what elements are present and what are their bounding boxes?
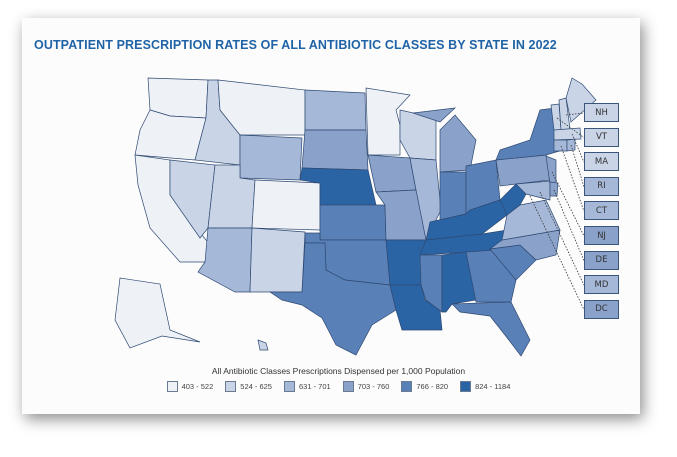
legend-label: 703 - 760 [357,382,390,391]
state-wv[interactable] [499,183,527,216]
state-ct[interactable] [553,139,568,152]
state-ak[interactable] [114,277,201,349]
state-az[interactable] [197,227,253,293]
callout-box-md[interactable]: MD [584,275,619,295]
legend-label: 524 - 625 [240,382,272,391]
legend-swatch [283,381,295,392]
legend-swatch [225,381,237,392]
callout-box-ri[interactable]: RI [584,176,619,196]
state-me[interactable] [565,77,597,123]
legend-item: 824 - 1184 [460,381,510,392]
legend-swatch [166,381,178,392]
state-de[interactable] [549,181,559,197]
callout-leader-line [571,133,585,163]
state-hi[interactable] [257,339,269,351]
state-nd[interactable] [304,89,367,131]
state-nm[interactable] [249,227,306,293]
state-ks[interactable] [319,204,387,241]
state-in[interactable] [439,171,467,221]
callout-leader-line [556,117,585,138]
legend-item: 631 - 701 [283,381,331,392]
state-mi[interactable] [412,107,457,123]
legend-label: 824 - 1184 [475,382,511,391]
legend-label: 631 - 701 [298,382,331,391]
callout-box-ct[interactable]: CT [584,201,619,221]
legend-item: 403 - 522 [166,381,214,392]
callout-box-de[interactable]: DE [584,250,619,270]
state-ms[interactable] [419,254,443,313]
callout-box-nj[interactable]: NJ [584,226,619,245]
legend: 403 - 522 524 - 625 631 - 701 703 - 760 766 … [0,381,677,392]
legend-swatch [401,381,413,392]
state-sd[interactable] [301,129,369,171]
callout-box-ma[interactable]: MA [584,152,619,172]
state-or[interactable] [134,109,207,161]
legend-title: All Antibiotic Classes Prescriptions Dis… [211,366,466,376]
state-mt[interactable] [217,79,306,136]
callout-leader-line [570,144,585,187]
state-ia[interactable] [367,154,417,193]
state-pa[interactable] [495,154,551,187]
legend-label: 766 - 820 [416,382,449,391]
callout-leader-line [560,145,585,212]
callout-box-nh[interactable]: NH [584,103,619,122]
callout-box-vt[interactable]: VT [584,127,619,147]
state-nv[interactable] [169,159,216,239]
state-tx[interactable] [268,242,397,356]
legend-item: 703 - 760 [342,381,390,392]
legend-item: 766 - 820 [401,381,448,392]
callout-leader-line [565,112,585,116]
legend-item: 524 - 625 [225,381,272,392]
map-title: OUTPATIENT PRESCRIPTION RATES OF ALL ANT… [34,38,557,52]
legend-swatch [342,381,354,392]
state-mi[interactable] [439,114,477,173]
legend-label: 403 - 522 [181,382,214,391]
callout-leader-line [553,189,585,261]
state-ma[interactable] [553,127,582,141]
callout-leader-line [539,191,585,286]
state-fl[interactable] [451,301,531,357]
state-wy[interactable] [239,134,303,181]
legend-swatch [460,381,472,392]
state-co[interactable] [251,179,321,231]
callout-box-dc[interactable]: DC [584,299,619,319]
